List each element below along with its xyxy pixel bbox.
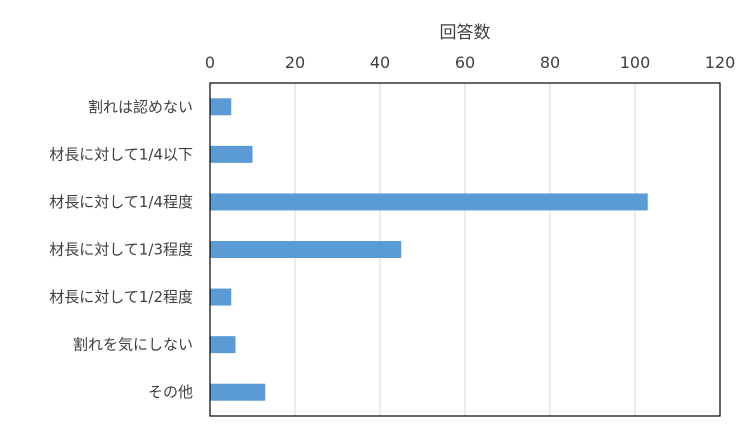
category-labels: 割れは認めない材長に対して1/4以下材長に対して1/4程度材長に対して1/3程度… bbox=[49, 98, 193, 401]
category-label: 材長に対して1/2程度 bbox=[49, 288, 193, 306]
x-axis-title: 回答数 bbox=[440, 23, 491, 43]
bar bbox=[210, 383, 266, 401]
x-tick-label: 20 bbox=[285, 53, 305, 72]
bar bbox=[210, 98, 232, 116]
bar bbox=[210, 241, 402, 258]
gridlines bbox=[294, 83, 636, 416]
category-label: 割れを気にしない bbox=[73, 336, 193, 354]
bar bbox=[210, 193, 648, 211]
plot-frame bbox=[209, 82, 721, 417]
x-tick-label: 60 bbox=[455, 53, 475, 72]
bar bbox=[210, 145, 253, 163]
x-tick-label: 100 bbox=[620, 53, 651, 72]
bar bbox=[210, 336, 236, 354]
category-label: 材長に対して1/4以下 bbox=[49, 145, 193, 163]
bar bbox=[210, 288, 232, 306]
x-tick-label: 0 bbox=[205, 53, 215, 72]
x-tick-labels: 0 20 40 60 80 100 120 bbox=[205, 53, 735, 72]
category-label: その他 bbox=[148, 383, 193, 401]
category-label: 材長に対して1/4程度 bbox=[49, 193, 193, 211]
bars bbox=[210, 98, 648, 401]
x-tick-label: 40 bbox=[370, 53, 390, 72]
x-tick-label: 80 bbox=[540, 53, 560, 72]
x-tick-label: 120 bbox=[705, 53, 736, 72]
category-label: 材長に対して1/3程度 bbox=[49, 241, 193, 259]
category-label: 割れは認めない bbox=[88, 98, 193, 116]
